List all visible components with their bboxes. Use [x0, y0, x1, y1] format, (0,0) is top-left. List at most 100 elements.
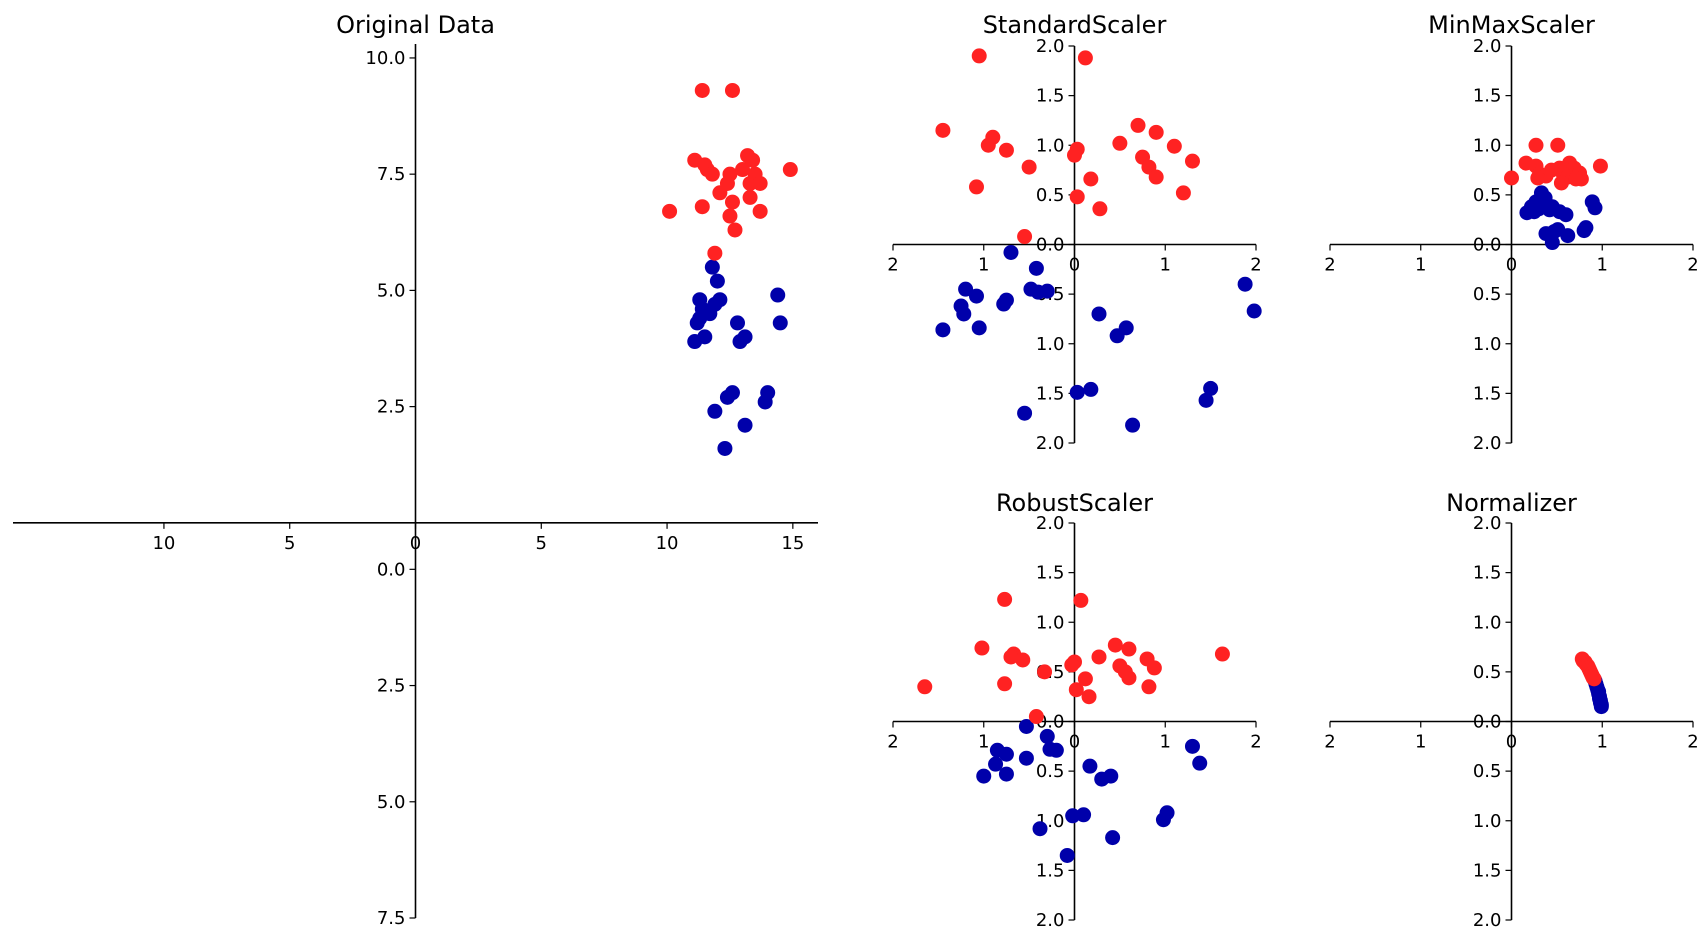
robust-point-class1	[1003, 649, 1019, 665]
minmax-y-tick-label: 1.5	[1473, 86, 1502, 107]
normalizer-y-tick-label: 0.0	[1473, 712, 1502, 733]
original-point-class1	[742, 189, 758, 205]
robust-y-tick-label: 0.5	[1036, 761, 1065, 782]
original-point-class1	[727, 222, 743, 238]
original-point-class1	[745, 152, 761, 168]
original-point-class1	[782, 162, 798, 178]
minmax-point-class1	[1553, 175, 1569, 191]
normalizer-y-tick-label: 1.5	[1473, 860, 1502, 881]
normalizer-x-tick-label: 2	[1687, 732, 1698, 753]
original-x-tick-label: 5	[536, 533, 547, 554]
robust-point-class0	[976, 768, 992, 784]
robust-point-class1	[1073, 592, 1089, 608]
normalizer-point-class0	[1593, 699, 1609, 715]
standard-scaler-title: StandardScaler	[983, 11, 1167, 39]
robust-point-class0	[998, 746, 1014, 762]
robust-point-class1	[1081, 689, 1097, 705]
original-point-class1	[752, 203, 768, 219]
standard-point-class0	[1023, 281, 1039, 297]
original-point-class0	[704, 259, 720, 275]
original-x-tick-label: 15	[781, 533, 804, 554]
robust-point-class1	[997, 591, 1013, 607]
normalizer-x-tick-label: 1	[1597, 732, 1608, 753]
robust-point-class1	[1121, 670, 1137, 686]
original-point-class1	[704, 166, 720, 182]
standard-point-class1	[998, 142, 1014, 158]
robust-scaler-panel: RobustScaler 210122.01.51.00.50.00.51.01…	[887, 489, 1261, 931]
standard-y-tick-label: 1.0	[1036, 135, 1065, 156]
minmax-point-class1	[1568, 171, 1584, 187]
original-point-class1	[724, 82, 740, 98]
original-point-class1	[712, 185, 728, 201]
minmax-scaler-panel: MinMaxScaler 2 1 0 1 2 2.0 1.5 1.0 0.5 0.0 0.5 1.0 1…	[1324, 11, 1698, 454]
standard-point-class1	[1148, 169, 1164, 185]
robust-x-tick-label: 2	[1250, 732, 1261, 753]
standard-x-tick-label: 2	[887, 255, 898, 276]
minmax-point-class1	[1530, 170, 1546, 186]
original-x-tick-label: 0	[410, 533, 421, 554]
robust-point-class0	[1105, 830, 1121, 846]
normalizer-panel: Normalizer 2 1 0 1 2 2.0 1.5 1.0 0.5 0.0 0.5 1.0 1.5…	[1324, 489, 1698, 931]
minmax-point-class0	[1587, 200, 1603, 216]
robust-point-class1	[974, 640, 990, 656]
robust-point-class0	[1018, 718, 1034, 734]
robust-y-tick-label: 1.5	[1036, 563, 1065, 584]
robust-point-class0	[1155, 812, 1171, 828]
standard-point-class0	[1091, 306, 1107, 322]
minmax-point-class1	[1550, 137, 1566, 153]
standard-point-class1	[1021, 159, 1037, 175]
robust-point-class1	[1214, 646, 1230, 662]
original-point-class1	[735, 162, 751, 178]
robust-point-class1	[1146, 660, 1162, 676]
original-x-tick-label: 10	[656, 533, 679, 554]
standard-x-tick-label: 0	[1069, 255, 1080, 276]
minmax-y-tick-label: 1.0	[1473, 135, 1502, 156]
original-y-tick-label: 2.5	[377, 397, 406, 418]
robust-point-class1	[1091, 649, 1107, 665]
standard-point-class0	[968, 288, 984, 304]
normalizer-y-tick-label: 0.5	[1473, 761, 1502, 782]
standard-scaler-panel: StandardScaler 210122.01.51.00.50.00.51.…	[887, 11, 1261, 454]
robust-y-tick-label: 2.0	[1036, 910, 1065, 931]
robust-scaler-title: RobustScaler	[996, 489, 1153, 517]
original-point-class0	[689, 315, 705, 331]
original-point-class1	[694, 82, 710, 98]
original-point-class0	[717, 440, 733, 456]
normalizer-y-tick-label: 2.0	[1473, 910, 1502, 931]
standard-point-class0	[1017, 405, 1033, 421]
robust-point-class1	[1037, 664, 1053, 680]
minmax-x-tick-label: 2	[1687, 255, 1698, 276]
minmax-x-tick-label: 1	[1415, 255, 1426, 276]
robust-point-class0	[1094, 771, 1110, 787]
original-point-class0	[707, 403, 723, 419]
standard-point-class1	[968, 179, 984, 195]
original-point-class1	[722, 208, 738, 224]
robust-point-class1	[1064, 657, 1080, 673]
standard-point-class0	[1028, 260, 1044, 276]
robust-x-tick-label: 1	[978, 732, 989, 753]
minmax-x-tick-label: 1	[1597, 255, 1608, 276]
original-point-class0	[730, 315, 745, 331]
minmax-point-class1	[1592, 158, 1608, 174]
original-data-title: Original Data	[336, 11, 495, 39]
robust-y-tick-label: 1.0	[1036, 612, 1065, 633]
robust-point-class0	[1065, 808, 1081, 824]
original-point-class0	[702, 306, 718, 322]
standard-x-tick-label: 1	[978, 255, 989, 276]
minmax-x-tick-label: 0	[1506, 255, 1517, 276]
normalizer-y-tick-label: 1.0	[1473, 811, 1502, 832]
robust-point-class0	[1018, 750, 1034, 766]
standard-point-class1	[1148, 124, 1164, 140]
standard-y-tick-label: 1.5	[1036, 383, 1065, 404]
original-x-tick-label: 10	[152, 533, 175, 554]
robust-point-class0	[1184, 738, 1200, 754]
robust-point-class1	[917, 679, 933, 695]
minmax-point-class1	[1504, 170, 1519, 186]
normalizer-x-tick-label: 1	[1415, 732, 1426, 753]
standard-point-class0	[1109, 328, 1125, 344]
original-point-class0	[724, 385, 740, 401]
normalizer-x-tick-label: 0	[1506, 732, 1517, 753]
robust-x-tick-label: 0	[1069, 732, 1080, 753]
original-y-tick-label: 5.0	[377, 280, 406, 301]
robust-point-class0	[1076, 807, 1092, 823]
